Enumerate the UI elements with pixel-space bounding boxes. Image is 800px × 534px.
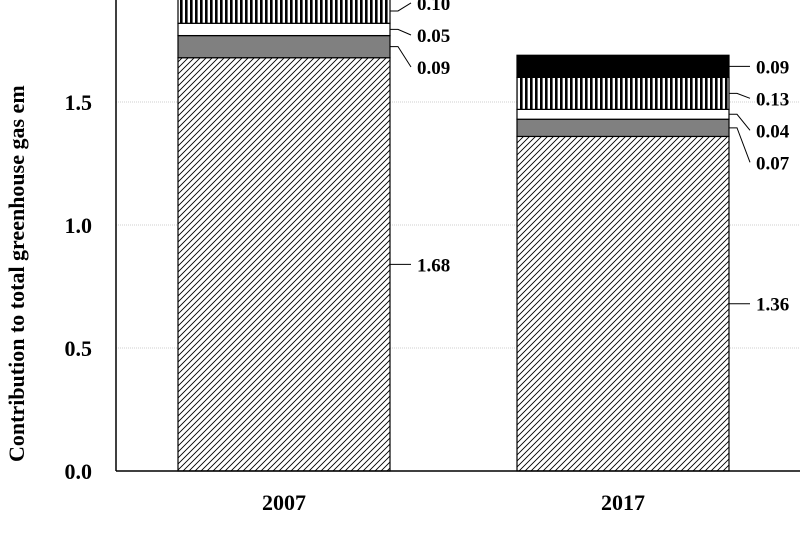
bars [177, 0, 730, 472]
axes: 0.0 0.5 1.0 1.5 2007 2017 [65, 0, 800, 515]
leader-line [729, 127, 751, 163]
data-label: 1.36 [756, 295, 789, 316]
data-label: 0.04 [756, 121, 790, 142]
y-tick-label: 1.0 [65, 213, 93, 238]
y-tick-label: 0.0 [65, 459, 93, 484]
value-labels: 1.68 0.09 0.05 0.10 1.36 0.07 0.04 0.13 0.09 [390, 0, 790, 316]
bar-segment [516, 76, 730, 110]
bar-segment [516, 54, 730, 78]
bar-segment [177, 34, 391, 59]
data-label: 0.07 [756, 153, 790, 174]
y-tick-label: 1.5 [65, 90, 93, 115]
bar-segment [177, 0, 391, 24]
bar-segment [516, 108, 730, 120]
leader-line [729, 113, 751, 131]
data-label: 0.09 [417, 58, 450, 79]
x-tick-label: 2007 [262, 490, 306, 515]
leader-line [390, 28, 412, 36]
bar-segment [177, 57, 391, 472]
y-axis-title: Contribution to total greenhouse gas em [4, 85, 29, 462]
leader-line [390, 2, 412, 12]
leader-line [390, 46, 412, 68]
data-label: 1.68 [417, 255, 450, 276]
x-tick-label: 2017 [601, 490, 645, 515]
data-label: 0.13 [756, 89, 789, 110]
data-label: 0.05 [417, 26, 450, 47]
bar-segment [516, 118, 730, 138]
data-label: 0.09 [756, 57, 789, 78]
bar-segment [516, 135, 730, 472]
data-label: 0.10 [417, 0, 450, 15]
y-tick-label: 0.5 [65, 336, 93, 361]
bar-segment [177, 22, 391, 37]
leader-line [729, 92, 751, 99]
